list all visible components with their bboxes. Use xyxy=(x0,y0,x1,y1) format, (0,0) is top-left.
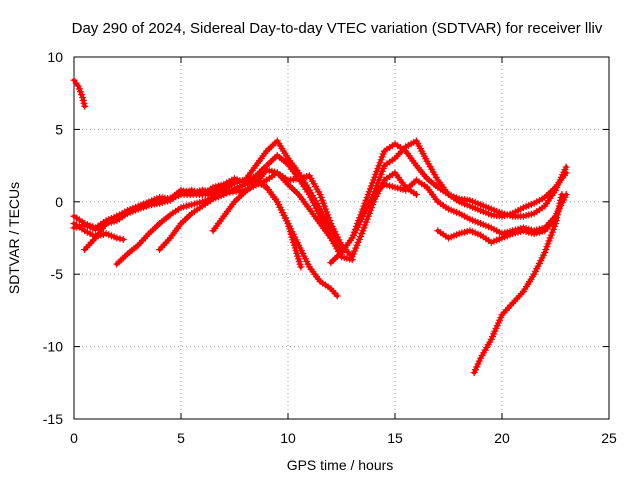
series-arc-1 xyxy=(70,76,89,110)
y-tick-label: -10 xyxy=(43,339,63,355)
y-tick-label: -15 xyxy=(43,411,63,427)
series-markers xyxy=(209,166,420,261)
x-tick-label: 0 xyxy=(70,430,78,446)
grid xyxy=(74,57,609,419)
y-tick-label: -5 xyxy=(51,266,64,282)
series-markers xyxy=(434,215,559,246)
series-group xyxy=(70,76,570,377)
series-markers xyxy=(470,191,566,377)
series-arc-10 xyxy=(348,137,570,242)
x-tick-label: 15 xyxy=(387,430,403,446)
x-axis-label: GPS time / hours xyxy=(287,457,394,473)
y-tick-label: 5 xyxy=(55,121,63,137)
plot-frame xyxy=(73,56,610,420)
x-tick-label: 10 xyxy=(280,430,296,446)
series-arc-13 xyxy=(470,191,566,377)
x-tick-label: 20 xyxy=(494,430,510,446)
x-axis: 0 5 10 15 20 25 xyxy=(70,57,617,446)
y-tick-label: 10 xyxy=(47,49,63,65)
series-markers xyxy=(348,137,570,242)
y-tick-label: 0 xyxy=(55,194,63,210)
series-markers xyxy=(156,178,341,300)
y-axis-label: SDTVAR / TECUs xyxy=(6,182,22,294)
series-markers xyxy=(70,76,89,110)
x-tick-label: 25 xyxy=(601,430,617,446)
chart-title: Day 290 of 2024, Sidereal Day-to-day VTE… xyxy=(72,20,603,37)
y-axis: -15 -10 -5 0 5 10 xyxy=(43,49,609,427)
series-arc-7 xyxy=(156,178,341,300)
x-tick-label: 5 xyxy=(177,430,185,446)
series-arc-12 xyxy=(434,215,559,246)
series-arc-4 xyxy=(70,220,127,243)
